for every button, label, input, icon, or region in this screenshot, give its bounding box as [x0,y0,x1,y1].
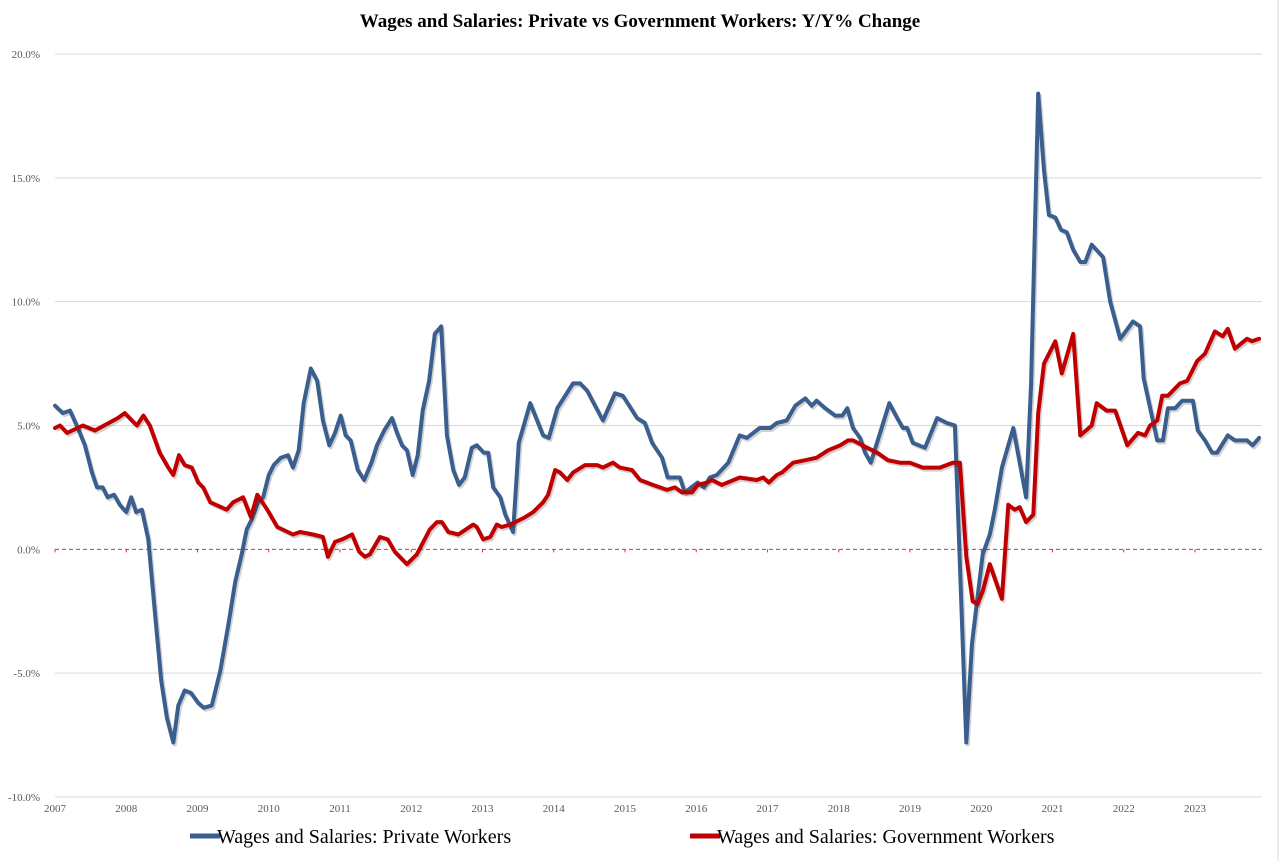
legend-label-government: Wages and Salaries: Government Workers [717,826,1055,848]
x-tick-label: 2011 [329,803,351,815]
x-tick-label: 2018 [828,803,851,815]
x-tick-label: 2014 [543,803,566,815]
y-tick-label: 0.0% [17,544,40,556]
series-line-private [53,91,1262,745]
x-tick-label: 2012 [400,803,422,815]
x-tick-label: 2013 [472,803,495,815]
x-tick-label: 2019 [899,803,922,815]
series-line-government [53,326,1262,606]
x-tick-label: 2021 [1042,803,1064,815]
x-tick-label: 2023 [1184,803,1207,815]
y-tick-label: -10.0% [8,792,40,804]
y-tick-label: 15.0% [12,173,40,185]
x-axis: 2007 2008 2009 2010 2011 2012 2013 2014 2015 2016… [44,549,1207,815]
x-tick-label: 2007 [44,803,67,815]
x-tick-label: 2009 [187,803,210,815]
x-tick-label: 2017 [757,803,780,815]
legend-label-private: Wages and Salaries: Private Workers [217,826,511,848]
legend: Wages and Salaries: Private Workers Wage… [190,826,1055,848]
y-axis: 20.0% 15.0% 10.0% 5.0% 0.0% -5.0% -10.0% [8,49,40,804]
x-tick-label: 2008 [115,803,138,815]
x-tick-label: 2020 [970,803,993,815]
x-tick-label: 2022 [1113,803,1135,815]
x-tick-label: 2010 [258,803,281,815]
x-tick-label: 2015 [614,803,637,815]
gridlines [55,53,1262,798]
x-tick-label: 2016 [685,803,708,815]
y-tick-label: 5.0% [17,421,40,433]
y-tick-label: 20.0% [12,49,40,61]
y-tick-label: -5.0% [13,668,40,680]
series-lines [53,91,1263,747]
chart-title: Wages and Salaries: Private vs Governmen… [360,11,920,32]
y-tick-label: 10.0% [12,297,40,309]
